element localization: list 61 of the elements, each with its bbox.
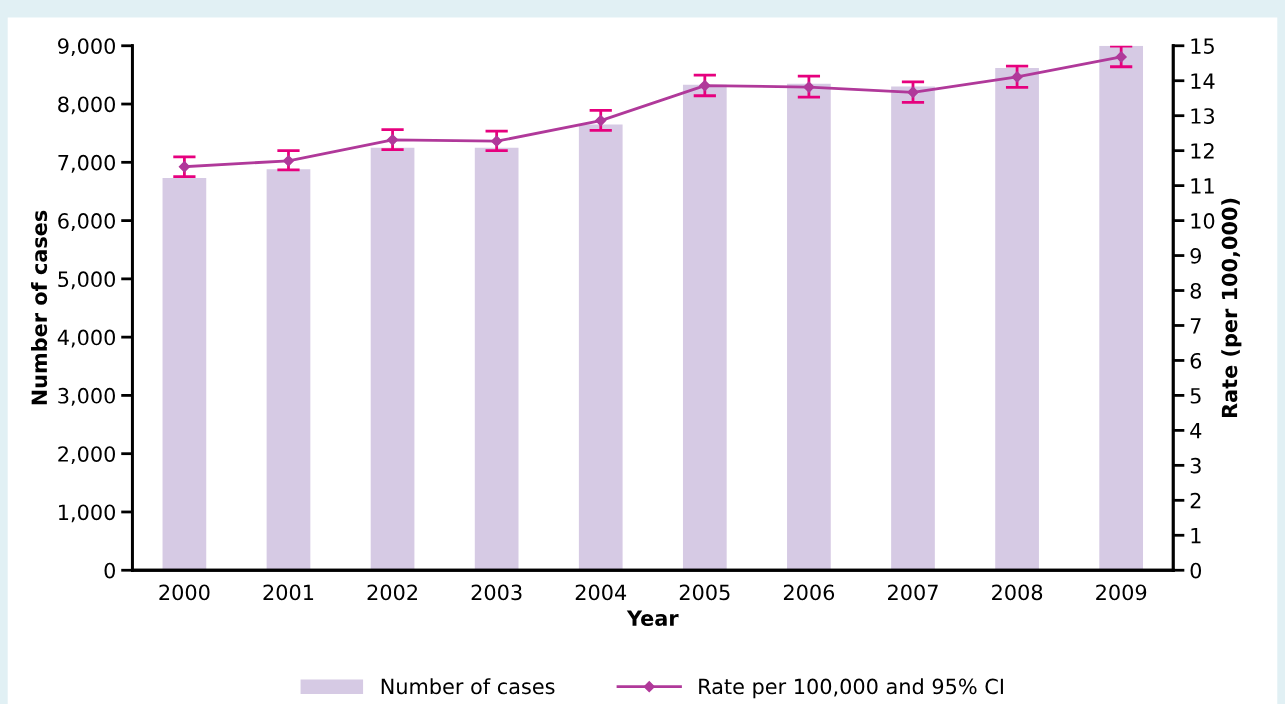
x-tick-label: 2007 (888, 584, 938, 601)
point (1115, 51, 1127, 63)
bar (995, 67, 1039, 571)
bar (266, 169, 311, 571)
y-tick-label: 1,000 (59, 504, 115, 523)
bar (1099, 45, 1144, 571)
point (1011, 71, 1023, 83)
y2-tick-label: 10 (1191, 213, 1215, 229)
legend-label: Number of cases (381, 678, 555, 695)
point (282, 155, 295, 167)
bar (370, 147, 415, 571)
x-tick-label: 2005 (679, 584, 730, 601)
bar (474, 147, 519, 571)
y2-tick-label: 5 (1190, 388, 1201, 404)
y-tick-label: 7,000 (58, 154, 115, 173)
y2-tick-label: 0 (1190, 562, 1202, 579)
point (386, 134, 399, 146)
bar (682, 84, 727, 571)
point (595, 114, 607, 127)
y2-tick-label: 1 (1191, 528, 1201, 544)
x-tick-label: 2002 (367, 584, 417, 601)
y2-tick-label: 9 (1190, 248, 1201, 264)
y2-tick-label: 3 (1190, 457, 1201, 474)
y2-tick-label: 7 (1190, 318, 1201, 334)
y2-tick-label: 8 (1190, 282, 1202, 299)
x-tick-label: 2006 (783, 584, 835, 601)
x-axis-title: Year (626, 610, 679, 626)
y-axis-title: Number of cases (31, 210, 48, 405)
bar (162, 178, 207, 571)
y-tick-label: 0 (104, 562, 115, 579)
point (178, 161, 191, 173)
x-tick-label: 2009 (1096, 584, 1147, 601)
point (699, 80, 711, 92)
y2-tick-label: 15 (1191, 38, 1214, 54)
y2-axis-title: Rate (per 100,000) (1221, 198, 1242, 418)
y2-tick-label: 4 (1190, 423, 1202, 439)
x-tick-label: 2000 (159, 584, 210, 601)
bar (578, 124, 623, 571)
x-tick-label: 2003 (471, 584, 522, 601)
y2-tick-label: 2 (1190, 492, 1201, 509)
y2-tick-label: 11 (1191, 178, 1214, 194)
point (491, 135, 503, 147)
y-tick-label: 2,000 (58, 446, 115, 465)
y-tick-label: 8,000 (58, 96, 115, 115)
y2-tick-label: 12 (1191, 143, 1214, 159)
y-tick-label: 5,000 (58, 271, 115, 290)
x-tick-label: 2004 (575, 584, 627, 601)
y-tick-label: 4,000 (57, 329, 115, 348)
bar (891, 86, 935, 571)
y-tick-label: 3,000 (58, 387, 115, 406)
bar (787, 83, 831, 571)
y2-tick-label: 13 (1191, 108, 1215, 124)
y-tick-label: 9,000 (58, 38, 115, 57)
y-tick-label: 6,000 (58, 213, 115, 231)
y2-tick-label: 6 (1190, 352, 1202, 369)
x-tick-label: 2008 (992, 584, 1043, 601)
point (907, 86, 919, 98)
y2-tick-label: 14 (1191, 73, 1215, 89)
point (803, 81, 815, 93)
x-tick-label: 2001 (263, 584, 314, 601)
legend-label: Rate per 100,000 and 95% CI (699, 678, 1003, 699)
